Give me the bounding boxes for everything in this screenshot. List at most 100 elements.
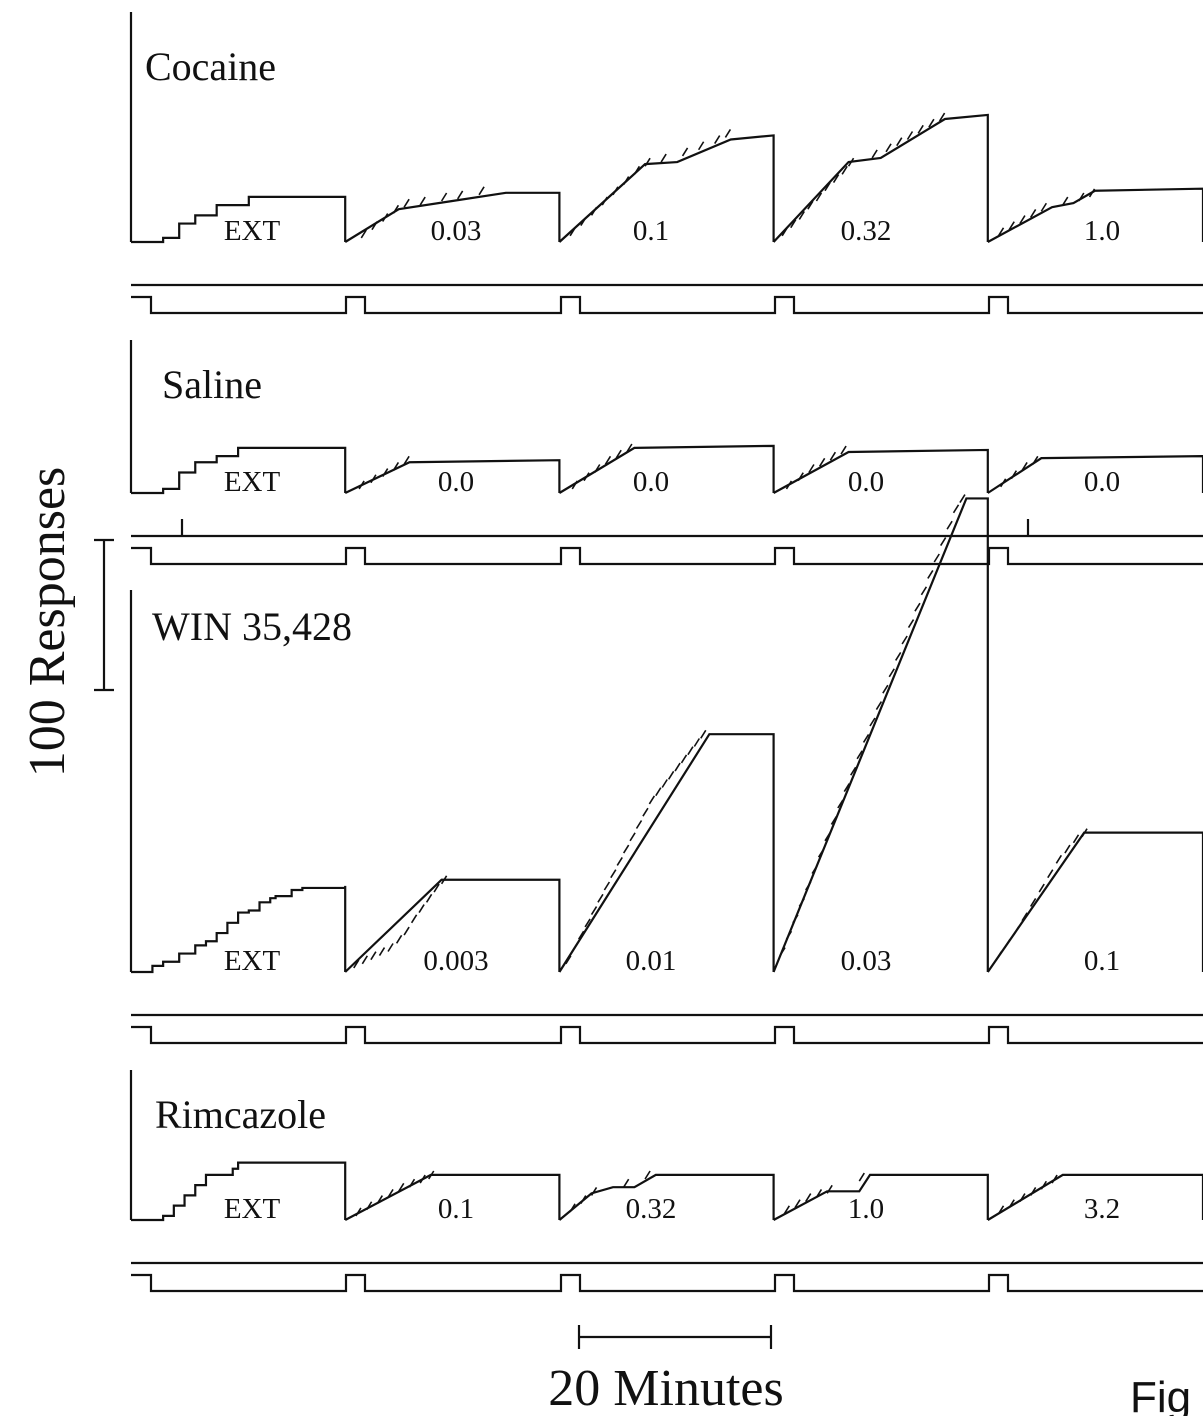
dose-label: EXT (224, 466, 281, 498)
reinforcer-tick (1038, 883, 1045, 893)
reinforcer-tick (697, 141, 705, 151)
reinforcer-tick (610, 869, 617, 879)
reinforcer-tick (724, 129, 732, 138)
reinforcer-tick (456, 190, 464, 200)
reinforcer-tick (440, 192, 448, 202)
reinforcer-tick (928, 118, 935, 128)
y-scale-bar-label: 100 Responses (19, 467, 76, 778)
record-cocaine: EXT 0.03 0.1 0.32 1.0 (129, 12, 1203, 315)
reinforcer-tick (403, 198, 410, 208)
dose-label: 0.003 (423, 945, 488, 977)
reinforcer-tick (714, 135, 721, 145)
reinforcer-tick (584, 918, 591, 928)
cumulative-record-line-saline (131, 444, 1203, 495)
cumulative-records: EXT 0.03 0.1 0.32 1.0 EXT 0.0 0.0 0.0 0.0 EXT 0.003… (129, 12, 1203, 1293)
reinforcer-tick (1019, 215, 1026, 224)
cumulative-record-line-cocaine (131, 113, 1203, 244)
reinforcer-tick (395, 934, 403, 944)
dose-label: 0.01 (626, 945, 677, 977)
dose-label: 0.1 (438, 1193, 474, 1225)
panel-title-win35428: WIN 35,428 (152, 604, 352, 649)
reinforcer-tick (681, 147, 689, 157)
reinforcer-tick (882, 684, 889, 694)
reinforcer-tick (907, 619, 915, 629)
record-rimcazole: EXT 0.1 0.32 1.0 3.2 (129, 1070, 1203, 1293)
reinforcer-tick (644, 1170, 651, 1180)
reinforcer-tick (939, 537, 947, 547)
dose-label: 0.03 (841, 945, 892, 977)
reinforcer-tick (938, 112, 946, 122)
reinforcer-tick (1047, 869, 1054, 879)
dose-label: 0.1 (1084, 945, 1120, 977)
record-saline: EXT 0.0 0.0 0.0 0.0 (129, 340, 1203, 566)
reinforcer-tick (1029, 897, 1037, 907)
dose-label: 0.0 (1084, 466, 1120, 498)
reinforcer-tick (875, 701, 883, 711)
reinforcer-tick (798, 211, 805, 220)
reinforcer-tick (1040, 202, 1048, 212)
reinforcer-tick (914, 602, 921, 612)
reinforcer-tick (648, 795, 656, 805)
event-pen-trace-win35428 (131, 1025, 1203, 1045)
reinforcer-tick (1062, 196, 1069, 206)
reinforcer-tick (577, 930, 585, 940)
panel-titles: Cocaine Saline WIN 35,428 Rimcazole (145, 44, 352, 1137)
reinforcer-tick (387, 943, 394, 952)
dose-label: 1.0 (848, 1193, 884, 1225)
dose-label: 0.03 (431, 215, 482, 247)
reinforcer-tick (871, 149, 878, 159)
reinforcer-tick (433, 883, 440, 893)
dose-label: 0.32 (626, 1193, 677, 1225)
reinforcer-tick (635, 820, 643, 829)
panel-title-rimcazole: Rimcazole (155, 1092, 326, 1137)
dose-label: 0.0 (848, 466, 884, 498)
reinforcer-tick (959, 494, 966, 503)
reinforcer-tick (674, 762, 681, 772)
reinforcer-tick (1008, 221, 1015, 231)
event-pen-trace-saline (131, 546, 1203, 566)
reinforcer-tick (783, 1205, 790, 1215)
reinforcer-tick (378, 947, 386, 957)
reinforcer-tick (478, 186, 485, 196)
reinforcer-tick (398, 1182, 405, 1192)
reinforcer-tick (700, 729, 707, 739)
reinforcer-tick (660, 153, 667, 163)
reinforcer-tick (805, 1193, 812, 1202)
panel-title-saline: Saline (162, 362, 262, 407)
reinforcer-tick (841, 165, 848, 175)
reinforcer-tick (642, 807, 649, 817)
reinforcer-tick (1072, 834, 1080, 844)
reinforcer-tick (895, 651, 902, 661)
reinforcer-tick (901, 635, 908, 645)
reinforcer-tick (655, 787, 662, 797)
dose-label: 3.2 (1084, 1193, 1120, 1225)
reinforcer-tick (815, 192, 823, 202)
reinforcer-tick (615, 449, 622, 459)
reinforcer-tick (843, 783, 850, 793)
dose-label: 1.0 (1084, 215, 1120, 247)
event-pen-trace-rimcazole (131, 1273, 1203, 1293)
cumulative-record-line-rimcazole (131, 1161, 1203, 1222)
reinforcer-tick (920, 586, 928, 596)
reinforcer-tick (818, 457, 826, 467)
reinforcer-tick (862, 733, 870, 743)
panel-title-cocaine: Cocaine (145, 44, 276, 89)
reinforcer-tick (693, 738, 701, 747)
reinforcer-tick (680, 754, 688, 764)
reinforcer-tick (850, 766, 857, 776)
reinforcer-tick (952, 504, 960, 514)
reinforcer-tick (370, 951, 377, 961)
reinforcer-tick (1055, 854, 1063, 864)
reinforcer-tick (403, 926, 410, 936)
reinforcer-tick (629, 832, 636, 842)
reinforcer-tick (597, 893, 604, 903)
dose-label: EXT (224, 215, 281, 247)
reinforcer-tick (622, 844, 630, 854)
reinforcer-tick (418, 904, 425, 913)
record-win35428: EXT 0.003 0.01 0.03 0.1 (129, 494, 1203, 1045)
reinforcer-tick (410, 914, 418, 924)
reinforcer-tick (896, 137, 903, 147)
reinforcer-tick (667, 770, 675, 780)
dose-label: 0.1 (633, 215, 669, 247)
